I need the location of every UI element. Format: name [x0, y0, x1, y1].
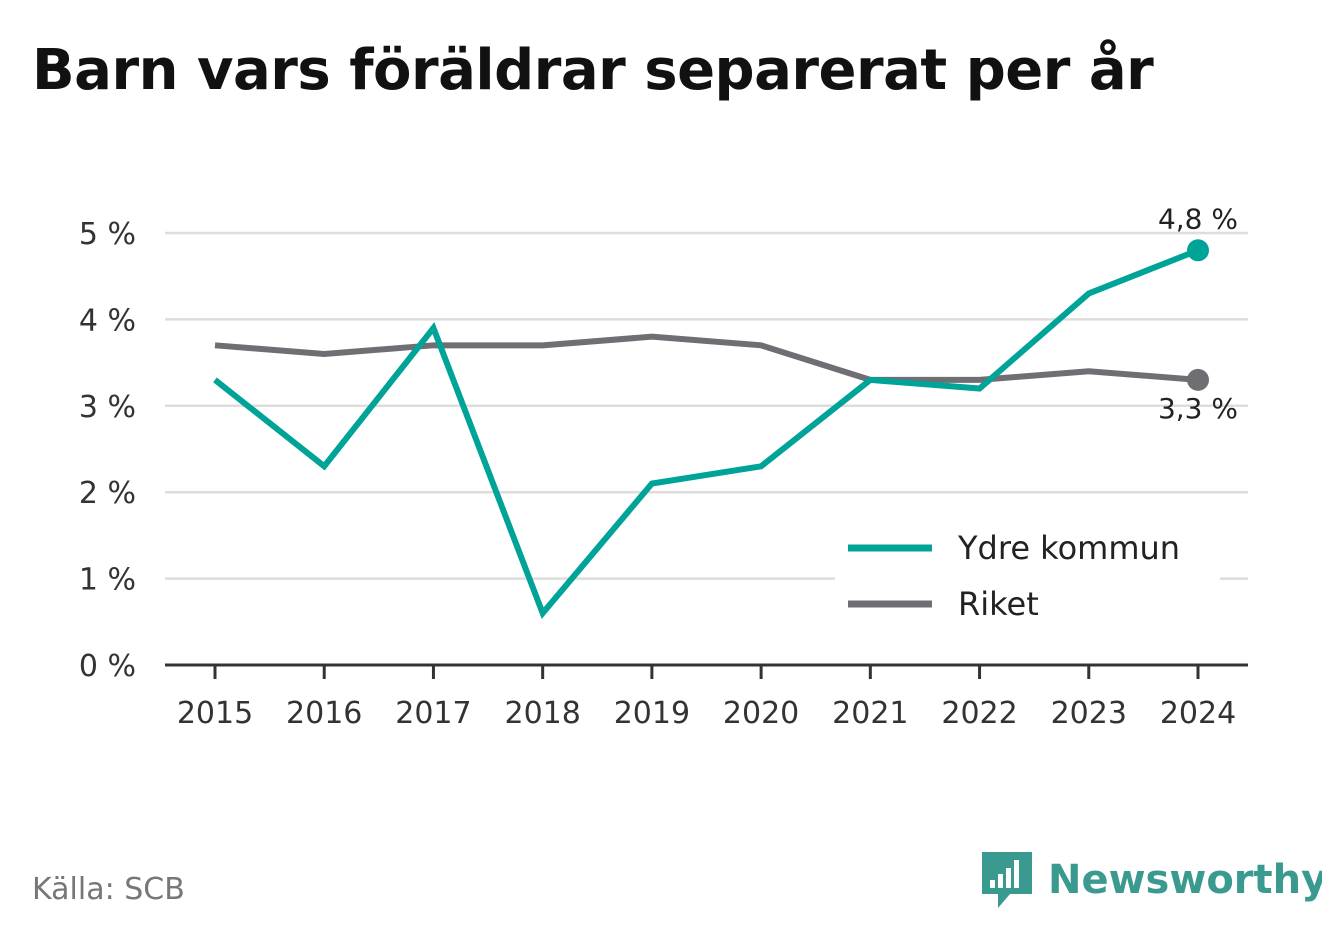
x-tick-label: 2017 — [395, 696, 471, 731]
bar-chart-icon — [982, 852, 1032, 908]
data-label-riket: 3,3 % — [1158, 392, 1238, 425]
x-tick-label: 2020 — [723, 696, 799, 731]
series-line-ydre-kommun — [213, 247, 1200, 619]
chart-title: Barn vars föräldrar separerat per år — [32, 38, 1154, 103]
y-tick-label: 2 % — [79, 476, 136, 511]
legend-box — [835, 520, 1220, 632]
legend: Ydre kommun Riket — [835, 520, 1220, 632]
series-lines: 4,8 % 3,3 % — [213, 202, 1238, 619]
x-tick-label: 2021 — [832, 696, 908, 731]
y-tick-label: 1 % — [79, 563, 136, 598]
y-axis-ticks: 0 % 1 % 2 % 3 % 4 % 5 % — [79, 217, 136, 684]
x-tick-label: 2015 — [177, 696, 253, 731]
series-line-riket — [214, 333, 1199, 383]
legend-label: Riket — [958, 585, 1039, 623]
brand-name: Newsworthy — [1048, 857, 1322, 903]
x-tick-label: 2022 — [941, 696, 1017, 731]
x-tick-label: 2016 — [286, 696, 362, 731]
end-point-ydre-kommun — [1187, 239, 1209, 262]
x-tick-label: 2019 — [614, 696, 690, 731]
x-tick-label: 2018 — [504, 696, 580, 731]
brand-logo: Newsworthy — [980, 850, 1322, 910]
y-tick-label: 5 % — [79, 217, 136, 252]
y-tick-label: 0 % — [79, 649, 136, 684]
legend-label: Ydre kommun — [957, 529, 1180, 567]
y-tick-label: 3 % — [79, 390, 136, 425]
data-label-ydre-kommun: 4,8 % — [1158, 202, 1238, 235]
end-point-riket — [1187, 368, 1209, 391]
x-tick-label: 2023 — [1051, 696, 1127, 731]
x-axis: 2015 2016 2017 2018 2019 2020 2021 2022 2023 2024 — [165, 663, 1248, 731]
source-note: Källa: SCB — [32, 872, 185, 907]
x-tick-label: 2024 — [1160, 696, 1236, 731]
y-tick-label: 4 % — [79, 303, 136, 338]
